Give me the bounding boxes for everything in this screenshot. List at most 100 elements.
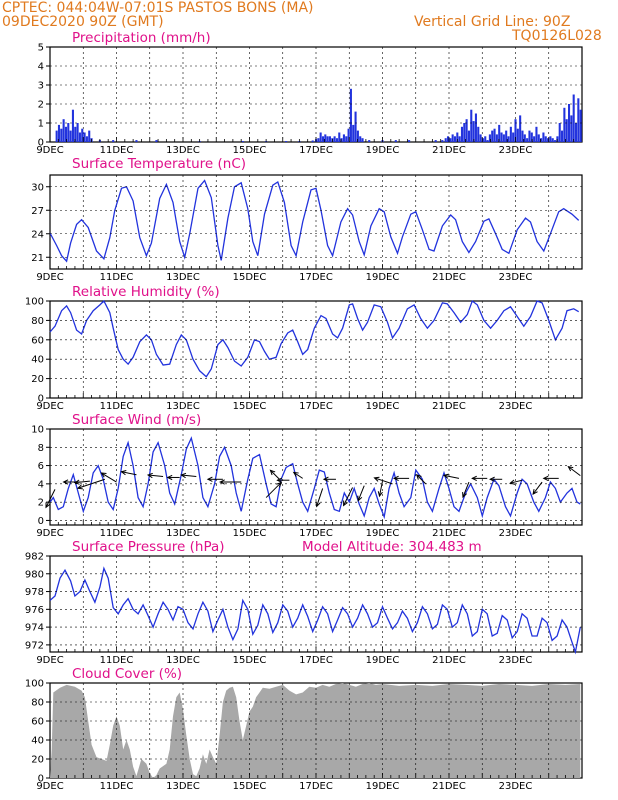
rh-xtick-label: 17DEC bbox=[299, 401, 333, 412]
wind-xtick-label: 21DEC bbox=[432, 528, 466, 539]
cloud-xtick-label: 17DEC bbox=[299, 781, 333, 792]
wind-arrow-head bbox=[219, 479, 225, 485]
precip-bar bbox=[523, 134, 526, 142]
precip-xaxis: 9DEC 11DEC 13DEC 15DEC 17DEC 19DEC 21DEC 23DEC bbox=[36, 137, 575, 156]
rh-xtick-label: 19DEC bbox=[366, 401, 400, 412]
precip-bar bbox=[495, 134, 498, 142]
precip-bar bbox=[324, 134, 327, 142]
wind-arrow-shaft bbox=[148, 474, 164, 478]
precip-bar bbox=[356, 130, 359, 142]
wind-arrow-head bbox=[373, 476, 380, 482]
wind-arrow-head bbox=[442, 473, 449, 479]
wind-ytick-label: 8 bbox=[38, 443, 44, 454]
precip-bar bbox=[470, 109, 473, 142]
wind-xtick-label: 11DEC bbox=[100, 528, 134, 539]
wind-arrow-head bbox=[322, 476, 329, 482]
wind-arrow-head bbox=[120, 469, 127, 476]
precip-bar bbox=[472, 121, 475, 142]
precip-xtick-label: 11DEC bbox=[100, 145, 134, 156]
precip-bar bbox=[516, 128, 519, 142]
cloud-grid bbox=[82, 683, 550, 778]
precip-bar bbox=[481, 138, 484, 142]
rh-grid bbox=[82, 301, 550, 398]
precip-bar bbox=[458, 136, 461, 142]
precip-xtick-label: 17DEC bbox=[299, 145, 333, 156]
cloud-xtick-label: 11DEC bbox=[100, 781, 134, 792]
cloud-xaxis: 9DEC 11DEC 13DEC 15DEC 17DEC 19DEC 21DEC 23DEC bbox=[36, 773, 575, 792]
wind-ytick-label: 10 bbox=[31, 425, 44, 436]
precip-bar bbox=[347, 128, 350, 142]
precip-bar bbox=[368, 140, 371, 142]
temp-title: Surface Temperature (nC) bbox=[72, 156, 246, 172]
rh-xtick-label: 9DEC bbox=[36, 401, 63, 412]
precip-bar bbox=[338, 132, 341, 142]
precip-bar bbox=[477, 126, 480, 142]
precip-bar bbox=[554, 140, 557, 142]
wind-ytick-label: 6 bbox=[38, 461, 44, 472]
precip-bar bbox=[342, 134, 345, 142]
wind-arrow-head bbox=[276, 477, 283, 483]
rh-xaxis: 9DEC 11DEC 13DEC 15DEC 17DEC 19DEC 21DEC 23DEC bbox=[36, 393, 575, 412]
precip-ytick-label: 5 bbox=[38, 43, 44, 54]
wind-arrow-head bbox=[166, 474, 173, 481]
wind-arrow-shaft bbox=[462, 481, 470, 498]
wind-xtick-label: 17DEC bbox=[299, 528, 333, 539]
temp-xtick-label: 17DEC bbox=[299, 272, 333, 283]
precip-bar bbox=[507, 136, 510, 142]
press-ytick-label: 976 bbox=[25, 605, 44, 616]
temp-ytick-label: 21 bbox=[31, 253, 44, 264]
precip-bar bbox=[335, 138, 338, 142]
wind-ytick-label: 0 bbox=[38, 516, 44, 527]
wind-arrow-shaft bbox=[101, 472, 117, 483]
precip-bar bbox=[509, 126, 512, 142]
cloud-xtick-label: 21DEC bbox=[432, 781, 466, 792]
precip-bar bbox=[453, 136, 457, 142]
wind-arrow-shaft bbox=[270, 469, 280, 480]
precip-ytick-label: 3 bbox=[38, 81, 44, 92]
precip-panel: 0 1 2 3 4 5 9DEC 11DEC 13DEC 15DEC 17DEC 19DEC 21DE… bbox=[36, 30, 583, 156]
wind-yaxis: 0 2 4 6 8 10 bbox=[31, 425, 582, 527]
header-date: 09DEC2020 90Z (GMT) bbox=[2, 14, 164, 30]
precip-bar bbox=[512, 132, 515, 142]
precip-bar bbox=[493, 128, 496, 142]
wind-arrow-shaft bbox=[357, 485, 365, 501]
precip-bar bbox=[486, 140, 489, 142]
precip-bar bbox=[574, 123, 578, 142]
wind-title: Surface Wind (m/s) bbox=[72, 412, 201, 428]
temp-xtick-label: 23DEC bbox=[499, 272, 533, 283]
precip-bar bbox=[451, 134, 454, 142]
header-station: CPTEC: 044:04W-07:01S PASTOS BONS (MA) bbox=[2, 0, 314, 16]
precip-bar bbox=[155, 140, 158, 142]
precip-bar bbox=[558, 123, 561, 142]
precip-bar bbox=[349, 88, 352, 142]
press-xtick-label: 11DEC bbox=[100, 655, 134, 666]
press-model-altitude: Model Altitude: 304.483 m bbox=[302, 539, 482, 555]
temp-line bbox=[49, 179, 580, 263]
precip-bar bbox=[456, 132, 459, 142]
precip-bar bbox=[434, 140, 437, 142]
press-ytick-label: 978 bbox=[25, 587, 44, 598]
precip-ytick-label: 4 bbox=[38, 62, 44, 73]
precip-bar bbox=[549, 136, 552, 142]
precip-bar bbox=[579, 109, 582, 142]
precip-bar bbox=[321, 136, 325, 142]
precip-bar bbox=[317, 138, 320, 142]
wind-arrows bbox=[45, 465, 581, 509]
precip-bar bbox=[463, 123, 466, 142]
wind-speed-line bbox=[49, 436, 581, 520]
precip-bar bbox=[328, 136, 332, 142]
press-panel: 972 974 976 978 980 982 9DEC 11DEC 13DEC 15DEC 17… bbox=[25, 539, 583, 666]
wind-grid bbox=[82, 429, 550, 525]
precip-bar bbox=[498, 124, 501, 142]
precip-bar bbox=[69, 130, 72, 142]
cloud-ytick-label: 100 bbox=[25, 679, 44, 690]
precip-bar bbox=[565, 119, 568, 142]
precip-bar bbox=[484, 136, 487, 142]
wind-arrow-shaft bbox=[374, 477, 393, 485]
wind-arrow-head bbox=[415, 474, 422, 480]
temp-xtick-label: 11DEC bbox=[100, 272, 134, 283]
precip-yaxis: 0 1 2 3 4 5 bbox=[38, 43, 582, 149]
precip-bar bbox=[71, 109, 74, 142]
rh-xtick-label: 21DEC bbox=[432, 401, 466, 412]
precip-bar bbox=[500, 132, 503, 142]
